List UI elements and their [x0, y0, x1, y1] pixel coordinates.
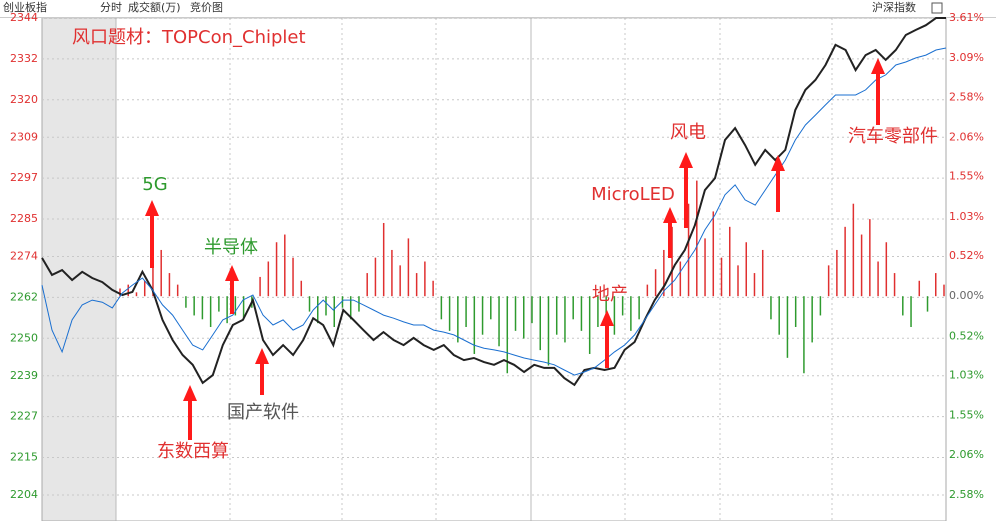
price-line: [41, 17, 946, 387]
y-tick-label: 2262: [10, 290, 38, 303]
y2-tick-label: 2.06%: [949, 448, 984, 461]
index-switch[interactable]: 沪深指数: [872, 0, 916, 14]
y2-tick-label: 1.55%: [949, 409, 984, 422]
annotation-arrow: [145, 200, 159, 268]
annotation-label: 东数西算: [157, 441, 229, 462]
y2-tick-label: 0.00%: [949, 289, 984, 302]
annotation-arrow: [183, 385, 197, 440]
tab[interactable]: 分时: [100, 1, 122, 14]
y-tick-label: 2204: [10, 488, 38, 501]
y-tick-label: 2274: [10, 250, 38, 263]
price-line: [41, 47, 947, 376]
y-tick-label: 2320: [10, 93, 38, 106]
annotation-label: MicroLED: [591, 184, 675, 205]
annotation-arrow: [255, 348, 269, 395]
annotation-arrow: [771, 155, 785, 212]
y-tick-label: 2285: [10, 212, 38, 225]
y-tick-label: 2239: [10, 369, 38, 382]
settings-icon[interactable]: [931, 2, 943, 14]
y2-tick-label: 1.03%: [949, 210, 984, 223]
auction-area: [42, 18, 116, 521]
tab[interactable]: 成交额(万): [128, 0, 181, 14]
tab[interactable]: 竞价图: [190, 0, 223, 14]
annotation-label: 风口题材：TOPCon_Chiplet: [72, 27, 306, 48]
y2-tick-label: 2.58%: [949, 488, 984, 501]
plot: 2344 2332 2320 2309 2297 2285 2274 2262 2250 2239…: [10, 11, 984, 501]
y-tick-label: 2297: [10, 171, 38, 184]
y-tick-label: 2332: [10, 52, 38, 65]
annotation-arrow: [225, 265, 239, 314]
annotation-label: 5G: [142, 174, 167, 195]
y2-tick-label: 0.52%: [949, 249, 984, 262]
annotation-arrow: [679, 152, 693, 228]
annotation-label: 国产软件: [227, 402, 299, 423]
annotation-arrow: [871, 58, 885, 125]
annotation-arrow: [600, 310, 614, 368]
index-title: 创业板指: [3, 0, 47, 14]
y2-tick-label: 3.61%: [949, 11, 984, 24]
y2-tick-label: 3.09%: [949, 51, 984, 64]
y2-tick-label: 1.55%: [949, 170, 984, 183]
annotation-arrow: [663, 207, 677, 258]
annotation-label: 半导体: [204, 237, 258, 258]
vertical-grid: [229, 18, 833, 521]
y2-tick-label: 0.52%: [949, 329, 984, 342]
y2-tick-label: 2.06%: [949, 130, 984, 143]
y-tick-label: 2344: [10, 11, 38, 24]
annotation-label: 地产: [592, 284, 628, 305]
y2-tick-label: 1.03%: [949, 369, 984, 382]
y-tick-label: 2250: [10, 331, 38, 344]
y-tick-label: 2227: [10, 410, 38, 423]
annotation-label: 风电: [670, 122, 706, 143]
y-tick-label: 2215: [10, 451, 38, 464]
annotation-label: 汽车零部件: [848, 126, 938, 147]
y-tick-label: 2309: [10, 130, 38, 143]
y2-tick-label: 2.58%: [949, 90, 984, 103]
